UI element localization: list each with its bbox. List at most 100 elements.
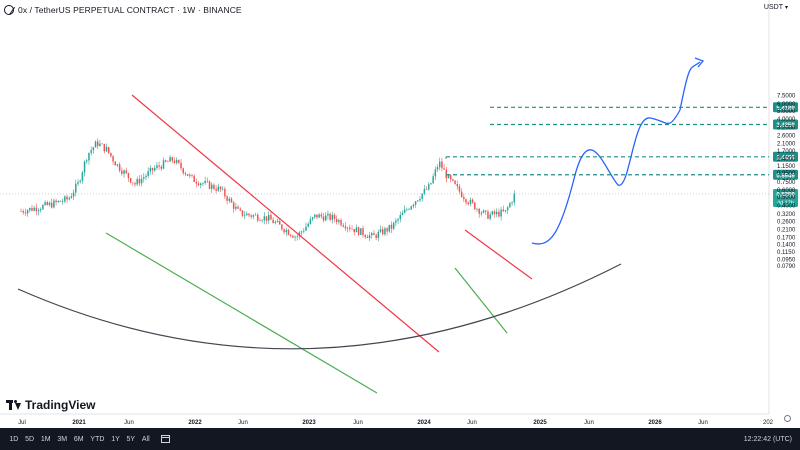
candle-body [399, 215, 402, 220]
candle-body [237, 206, 239, 209]
candle-body [92, 147, 95, 151]
candle-body [44, 202, 46, 205]
date-range-buttons: 1D 5D 1M 3M 6M YTD 1Y 5Y All [6, 436, 153, 443]
candle-body [346, 227, 349, 229]
target-level-label: 3.4259 [776, 123, 795, 129]
candle-body [443, 168, 445, 170]
candle-body [230, 198, 233, 203]
range-button-6m[interactable]: 6M [73, 435, 84, 443]
candle-body [362, 228, 364, 236]
candle-body [232, 202, 235, 209]
price-tick-label: 1.7000 [777, 149, 796, 155]
candle-body [246, 213, 248, 216]
candle-body [342, 225, 345, 227]
target-level-badge [773, 151, 798, 162]
price-tick-label: 1.1500 [777, 164, 796, 170]
candle-body [241, 210, 244, 216]
candle-body [254, 214, 257, 216]
candle-body [471, 199, 474, 203]
range-button-3m[interactable]: 3M [57, 435, 68, 443]
tradingview-logo[interactable]: TradingView [6, 398, 95, 412]
candle-body [221, 188, 224, 190]
candle-body [366, 236, 369, 238]
range-button-5y[interactable]: 5Y [126, 435, 136, 443]
candle-body [278, 221, 281, 225]
range-button-1d[interactable]: 1D [9, 435, 19, 443]
candle-body [226, 196, 228, 201]
candle-body [318, 214, 320, 218]
price-tick-label: 3.2000 [777, 126, 796, 132]
candle-body [215, 188, 217, 191]
candle-body [248, 213, 250, 216]
symbol-title[interactable]: 0x / TetherUS PERPETUAL CONTRACT · 1W · … [4, 3, 242, 17]
calendar-icon[interactable] [161, 435, 171, 443]
candle-body [447, 175, 450, 179]
candle-body [412, 204, 415, 207]
candle-body [158, 165, 160, 167]
candle-body [57, 200, 60, 203]
candle-body [206, 180, 209, 182]
candle-body [75, 183, 77, 193]
candle-body [406, 209, 408, 211]
symbol-title-text: 0x / TetherUS PERPETUAL CONTRACT · 1W · … [18, 5, 242, 15]
candle-body [360, 228, 362, 235]
candle-body [110, 152, 112, 157]
candle-body [239, 208, 241, 211]
candle-body [395, 220, 397, 223]
currency-selector[interactable]: USDT ▾ [764, 4, 788, 11]
candle-body [513, 193, 516, 203]
0x-logo-icon [4, 5, 14, 15]
time-tick-label: 2022 [188, 420, 202, 426]
range-button-ytd[interactable]: YTD [90, 435, 105, 443]
price-tick-label: 0.3200 [777, 212, 796, 218]
target-level-label: 0.8949 [776, 173, 795, 179]
candle-body [287, 230, 290, 235]
candle-body [37, 210, 40, 212]
candle-body [324, 215, 327, 221]
candle-body [270, 214, 272, 220]
candle-body [136, 179, 138, 185]
candle-body [392, 222, 395, 229]
candle-body [274, 222, 277, 224]
candle-body [511, 202, 513, 204]
range-button-all[interactable]: All [141, 435, 150, 443]
candle-body [169, 157, 171, 162]
range-button-1m[interactable]: 1M [40, 435, 51, 443]
price-chart[interactable]: 5.4189 3.4259 1.4456 0.8949 0.5359 4d 17h 7.5… [0, 0, 800, 428]
time-tick-label: Jul [18, 420, 26, 426]
candle-body [428, 184, 430, 190]
candle-body [79, 180, 81, 183]
candle-body [311, 217, 314, 220]
candle-body [50, 202, 53, 208]
range-button-5d[interactable]: 5D [25, 435, 35, 443]
range-button-1y[interactable]: 1Y [111, 435, 120, 443]
time-axis[interactable]: Jul 2021 Jun 2022 Jun 2023 Jun 2024 Jun 2025 Jun 20… [18, 420, 774, 426]
candle-body [132, 182, 134, 184]
candle-body [123, 170, 125, 174]
price-tick-label: 0.4000 [777, 203, 796, 209]
candle-body [495, 211, 498, 215]
candle-body [500, 209, 502, 217]
candle-body [355, 227, 358, 233]
candle-body [419, 198, 421, 201]
candle-body [112, 156, 114, 162]
candle-body [292, 235, 294, 238]
tradingview-logo-text: TradingView [25, 398, 96, 412]
price-levels: 5.4189 3.4259 1.4456 0.8949 0.5359 4d 17h [0, 102, 798, 207]
candle-body [59, 200, 62, 202]
candle-body [296, 236, 298, 238]
candle-body [189, 174, 191, 176]
candle-body [101, 143, 103, 145]
candle-body [20, 211, 22, 212]
candle-body [333, 214, 336, 219]
candle-body [414, 201, 417, 205]
candle-body [77, 182, 79, 184]
chart-settings-gear-icon[interactable] [784, 415, 791, 422]
utc-clock[interactable]: 12:22:42 (UTC) [743, 435, 792, 443]
candle-body [338, 220, 340, 223]
candle-body [171, 157, 174, 161]
candle-body [344, 226, 347, 229]
target-level-badge [773, 102, 798, 113]
candle-body [491, 211, 494, 215]
